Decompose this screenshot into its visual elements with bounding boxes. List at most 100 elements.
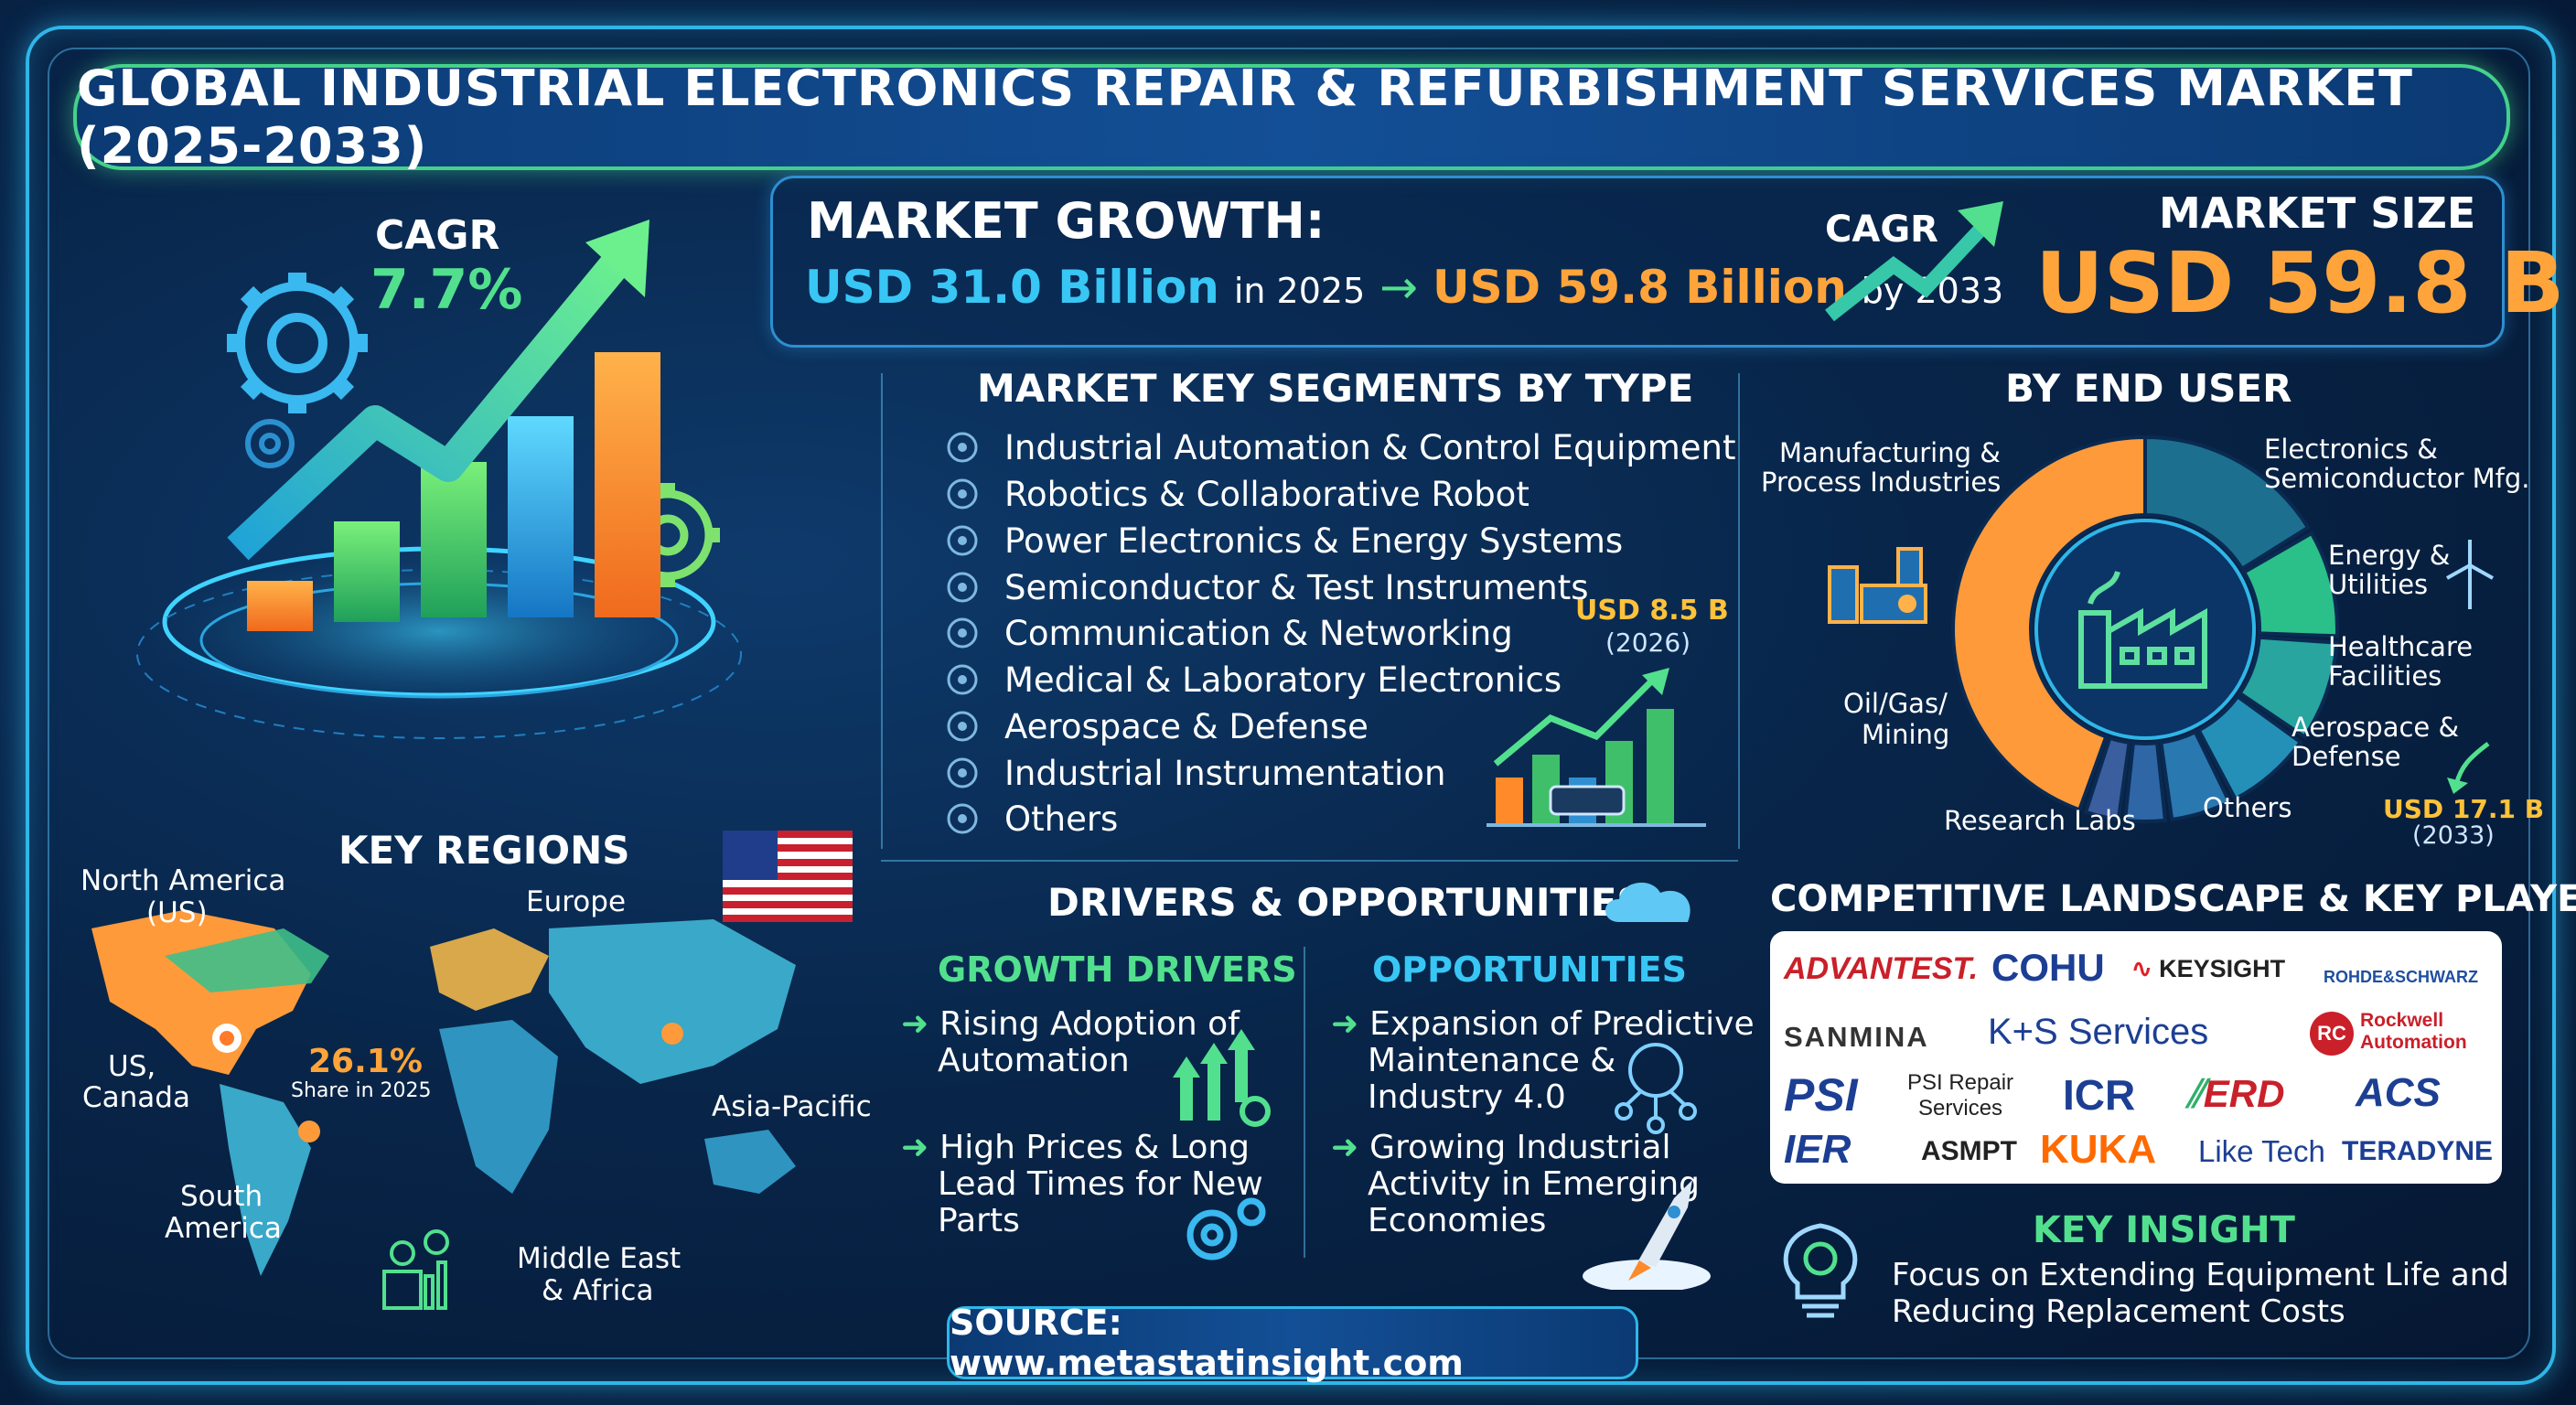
title-banner: GLOBAL INDUSTRIAL ELECTRONICS REPAIR & R… xyxy=(73,59,2510,175)
hero-cagr-value: 7.7% xyxy=(370,258,523,322)
segment-item: Others xyxy=(942,796,1118,842)
cohu-logo: COHU xyxy=(1991,946,2105,989)
in-2025: in 2025 xyxy=(1233,271,1366,311)
sanmina-logo: SANMINA xyxy=(1784,1021,1929,1053)
end-user-heading: BY END USER xyxy=(2005,366,2292,411)
gauge-icon xyxy=(942,753,982,793)
value-2025: USD 31.0 Billion xyxy=(805,261,1219,314)
teradyne-logo: TERADYNE xyxy=(2342,1136,2494,1166)
segment-item: Robotics & Collaborative Robot xyxy=(942,471,1530,517)
value-2033: USD 59.8 Billion xyxy=(1432,261,1847,314)
growth-line: USD 31.0 Billion in 2025 → USD 59.8 Bill… xyxy=(805,261,2003,314)
end-user-label: Healthcare xyxy=(2328,631,2474,662)
arrow-right-icon: ➜ xyxy=(901,1005,929,1043)
end-user-label: Semiconductor Mfg. xyxy=(2264,463,2530,494)
segment-item: Aerospace & Defense xyxy=(942,703,1368,749)
ks-services-logo: K+S Services xyxy=(1988,1012,2209,1052)
end-user-label: Others xyxy=(2203,792,2292,823)
growth-arrow: → xyxy=(1379,261,1419,314)
chat-icon xyxy=(942,613,982,653)
keysight-logo: ∿ KEYSIGHT xyxy=(2131,955,2286,982)
arrow-right-icon: ➜ xyxy=(1331,1005,1359,1043)
end-user-label: Energy & xyxy=(2328,540,2451,571)
end-user-label: Manufacturing & xyxy=(1779,437,2001,468)
erd-logo: ⫽ERD xyxy=(2186,1072,2285,1115)
region-label: Asia-Pacific xyxy=(712,1090,872,1123)
players-heading: COMPETITIVE LANDSCAPE & KEY PLAYERS xyxy=(1770,878,2576,920)
opportunities-heading: OPPORTUNITIES xyxy=(1372,949,1687,990)
end-user-label: Electronics & xyxy=(2264,434,2438,465)
driver-bullet: ➜ Growing Industrial Activity in Emerging E… xyxy=(1331,1130,1700,1239)
regions-heading: KEY REGIONS xyxy=(338,828,630,873)
like-tech-logo: Like Tech xyxy=(2198,1134,2325,1168)
region-label: North America xyxy=(80,864,286,897)
arrow-right-icon: ➜ xyxy=(1331,1129,1359,1166)
network-brain-icon xyxy=(1615,1043,1697,1134)
donut-segment xyxy=(1951,434,2147,812)
drivers-heading: DRIVERS & OPPORTUNITIES xyxy=(1047,880,1645,925)
region-label: US, xyxy=(108,1050,156,1083)
growth-cagr-label: CAGR xyxy=(1825,209,1938,251)
region-label: America xyxy=(165,1212,282,1245)
growth-drivers-heading: GROWTH DRIVERS xyxy=(938,949,1297,990)
rockwell-logo: Rockwell Automation xyxy=(2360,1010,2467,1053)
rocket-icon xyxy=(1583,1180,1711,1290)
donut-segment xyxy=(2122,741,2168,823)
market-growth-panel xyxy=(770,176,2505,348)
page-title: GLOBAL INDUSTRIAL ELECTRONICS REPAIR & R… xyxy=(77,59,2413,175)
world-map xyxy=(91,910,796,1276)
insight-line-1: Focus on Extending Equipment Life and xyxy=(1892,1257,2509,1293)
market-growth-heading: MARKET GROWTH: xyxy=(807,192,1326,250)
asmpt-logo: ASMPT xyxy=(1921,1136,2017,1166)
outer-frame xyxy=(26,26,2556,1385)
segment-item: Medical & Laboratory Electronics xyxy=(942,657,1562,702)
divider xyxy=(1304,947,1305,1258)
growth-arrows-gear-icon xyxy=(1173,1029,1271,1127)
driver-bullet: ➜ Expansion of Predictive Maintenance & Ind… xyxy=(1331,1006,1755,1116)
driver-text: Growing Industrial xyxy=(1369,1129,1671,1166)
segment-item: Industrial Instrumentation xyxy=(942,750,1445,796)
donut-segment xyxy=(2237,635,2339,740)
source-banner[interactable]: SOURCE: www.metastatinsight.com xyxy=(947,1303,1638,1383)
end-user-label: Mining xyxy=(1862,719,1950,750)
segment-label: Industrial Instrumentation xyxy=(1004,753,1446,793)
acs-logo: ACS xyxy=(2356,1070,2441,1115)
end-user-label: Facilities xyxy=(2328,660,2442,692)
donut-segment xyxy=(2159,729,2232,822)
divider xyxy=(881,373,883,849)
manufacturing-plant-icon xyxy=(1828,547,1927,624)
share-label: Share in 2025 xyxy=(291,1079,432,1102)
end-user-callout-year: (2033) xyxy=(2412,821,2495,850)
segment-label: Robotics & Collaborative Robot xyxy=(1004,474,1530,514)
driver-text: Automation xyxy=(938,1042,1130,1079)
factory-icon xyxy=(942,427,982,467)
share-value: 26.1% xyxy=(308,1043,423,1080)
segment-item: Semiconductor & Test Instruments xyxy=(942,564,1589,610)
driver-bullet: ➜ Rising Adoption of Automation xyxy=(901,1006,1240,1079)
small-gear-icon xyxy=(245,419,295,468)
driver-text: Lead Times for New xyxy=(938,1165,1263,1203)
segment-item: Industrial Automation & Control Equipmen… xyxy=(942,424,1736,470)
rohde-schwarz-logo: ROHDE&SCHWARZ xyxy=(2324,968,2478,986)
gear-icon xyxy=(227,273,368,413)
hero-growth-illustration xyxy=(136,220,742,739)
wind-turbine-icon xyxy=(2446,540,2494,609)
driver-text: Parts xyxy=(938,1202,1020,1239)
region-label: Middle East xyxy=(517,1242,682,1275)
region-label: & Africa xyxy=(542,1274,654,1307)
key-players-logo-panel: ADVANTEST. COHU ∿ KEYSIGHT ROHDE&SCHWARZ… xyxy=(1770,931,2502,1184)
segment-item: Communication & Networking xyxy=(942,610,1513,656)
gear-icon xyxy=(1186,1197,1266,1260)
segment-callout-year: (2026) xyxy=(1605,627,1691,658)
donut-segment xyxy=(2143,434,2311,572)
end-user-label: Utilities xyxy=(2328,569,2429,600)
driver-text: Rising Adoption of xyxy=(939,1005,1240,1043)
end-user-label: Oil/Gas/ xyxy=(1843,688,1948,719)
lightning-icon xyxy=(942,520,982,561)
lightbulb-gear-icon xyxy=(1783,1223,1858,1318)
segment-label: Industrial Automation & Control Equipmen… xyxy=(1004,427,1736,467)
source-link[interactable]: SOURCE: www.metastatinsight.com xyxy=(950,1303,1464,1383)
divider xyxy=(881,860,1738,862)
driver-text: Expansion of Predictive xyxy=(1369,1005,1755,1043)
